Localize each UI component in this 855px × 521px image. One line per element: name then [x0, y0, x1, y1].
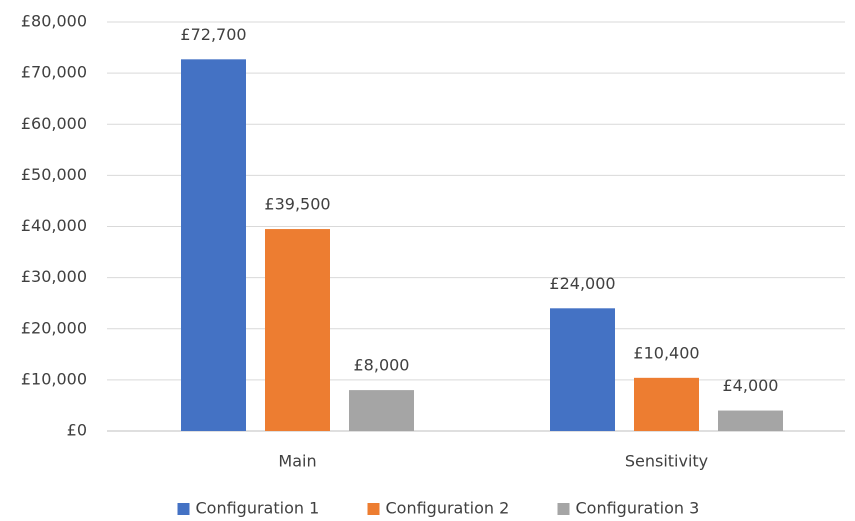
- bar: [550, 308, 615, 431]
- y-tick-label: £70,000: [21, 63, 87, 82]
- data-label: £24,000: [549, 274, 615, 293]
- bar: [181, 59, 246, 431]
- legend-label: Configuration 3: [576, 499, 700, 518]
- y-tick-label: £40,000: [21, 216, 87, 235]
- data-label: £8,000: [354, 356, 410, 375]
- data-label: £4,000: [723, 376, 779, 395]
- bar: [265, 229, 330, 431]
- bar: [349, 390, 414, 431]
- y-tick-label: £0: [67, 421, 87, 440]
- legend-swatch: [557, 503, 570, 515]
- legend-label: Configuration 1: [196, 499, 320, 518]
- bar: [634, 377, 699, 431]
- x-tick-label: Main: [278, 452, 316, 471]
- y-tick-label: £10,000: [21, 369, 87, 388]
- legend-label: Configuration 2: [386, 499, 510, 518]
- y-tick-label: £60,000: [21, 114, 87, 133]
- data-label: £39,500: [264, 195, 330, 214]
- y-tick-label: £30,000: [21, 267, 87, 286]
- legend-swatch: [367, 503, 380, 515]
- bar: [718, 410, 783, 431]
- data-label: £72,700: [180, 25, 246, 44]
- y-tick-label: £50,000: [21, 165, 87, 184]
- y-tick-label: £20,000: [21, 318, 87, 337]
- y-tick-label: £80,000: [21, 12, 87, 31]
- data-label: £10,400: [633, 343, 699, 362]
- legend-swatch: [177, 503, 190, 515]
- x-tick-label: Sensitivity: [625, 452, 708, 471]
